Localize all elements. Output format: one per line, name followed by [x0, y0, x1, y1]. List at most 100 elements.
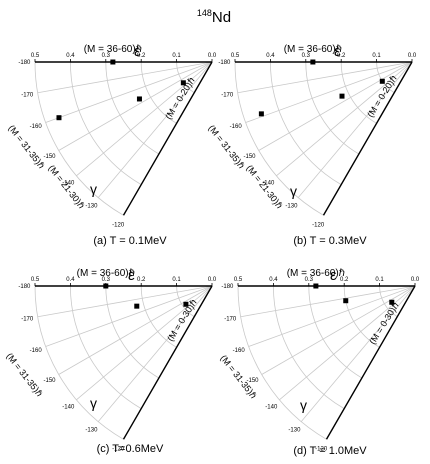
panel-0: 0.5 0.4 0.3 0.2 0.1 0.0 -180 -170 -160 -150 -140 -1…: [6, 43, 216, 247]
data-point: [343, 298, 349, 304]
epsilon-tick-label: 0.4: [66, 277, 75, 283]
figure-title: 148Nd: [197, 8, 231, 26]
epsilon-tick-label: 0.2: [340, 277, 349, 283]
data-point: [379, 78, 385, 84]
gamma-tick-label: -170: [224, 317, 237, 323]
epsilon-tick-label: 0.0: [208, 277, 217, 283]
gamma-axis: [322, 61, 413, 216]
gamma-tick-label: -150: [44, 154, 57, 160]
epsilon-symbol: ε: [134, 43, 141, 60]
grid-ray: [279, 285, 416, 401]
grid-ray: [237, 61, 413, 94]
epsilon-tick-label: 0.0: [411, 277, 420, 283]
gamma-tick-label: -120: [315, 446, 328, 452]
epsilon-tick-label: 0.1: [172, 277, 181, 283]
annotation-label: (M = 36-60)ℏ: [284, 44, 342, 55]
annotation-label: (M = 36-60)ℏ: [84, 44, 142, 55]
grid-ray: [300, 285, 416, 422]
gamma-tick-label: -170: [21, 317, 34, 323]
panel-caption: (a) T = 0.1MeV: [93, 235, 167, 247]
panel-caption: (d) T = 1.0MeV: [293, 445, 367, 457]
grid-ray: [248, 285, 416, 347]
gamma-tick-label: -120: [112, 446, 125, 452]
grid-ray: [97, 61, 213, 198]
gamma-symbol: γ: [290, 183, 297, 199]
data-point: [389, 299, 395, 305]
epsilon-tick-label: 0.3: [305, 277, 314, 283]
epsilon-tick-label: 0.3: [302, 53, 311, 59]
gamma-tick-label: -140: [262, 181, 275, 187]
gamma-symbol: γ: [90, 395, 97, 411]
annotation-label: (M = 31-35)ℏ: [6, 123, 46, 171]
gamma-symbol: γ: [300, 397, 307, 413]
epsilon-tick-label: 0.1: [372, 53, 381, 59]
epsilon-tick-label: 0.1: [172, 53, 181, 59]
annotation-label: (M = 21-30)ℏ: [46, 163, 86, 211]
annotation-label: (M = 36-60)ℏ: [287, 268, 345, 279]
panel-2: 0.5 0.4 0.3 0.2 0.1 0.0 -180 -170 -160 -150 -140 -1…: [4, 267, 216, 455]
title-superscript: 148: [197, 8, 212, 18]
epsilon-tick-label: 0.0: [208, 53, 217, 59]
epsilon-tick-label: 0.2: [337, 53, 346, 59]
epsilon-tick-label: 0.5: [231, 53, 240, 59]
annotation-label: (M = 36-60)ℏ: [77, 268, 135, 279]
grid-ray: [37, 61, 213, 94]
data-point: [339, 93, 345, 99]
data-point: [134, 303, 140, 309]
panel-caption: (b) T = 0.3MeV: [293, 235, 367, 247]
gamma-tick-label: -160: [30, 124, 43, 130]
gamma-tick-label: -120: [312, 222, 325, 228]
epsilon-tick-label: 0.5: [31, 53, 40, 59]
gamma-tick-label: -180: [18, 60, 31, 66]
data-point: [136, 96, 142, 102]
gamma-tick-label: -150: [244, 154, 257, 160]
grid-ray: [58, 285, 213, 375]
epsilon-tick-label: 0.5: [234, 277, 243, 283]
data-point: [313, 283, 319, 289]
gamma-axis: [122, 285, 213, 440]
grid-ray: [245, 61, 413, 123]
grid-ray: [297, 61, 413, 198]
gamma-tick-label: -180: [18, 284, 31, 290]
gamma-tick-label: -160: [230, 124, 243, 130]
gamma-tick-label: -180: [218, 60, 231, 66]
data-point: [110, 59, 116, 65]
epsilon-tick-label: 0.4: [269, 277, 278, 283]
grid-ray: [258, 61, 413, 151]
grid-ray: [276, 61, 413, 177]
annotation-label: (M = 0-30)ℏ: [165, 297, 199, 343]
gamma-tick-label: -130: [285, 204, 298, 210]
grid-ray: [58, 61, 213, 151]
epsilon-tick-label: 0.1: [375, 277, 384, 283]
annotation-label: (M = 21-30)ℏ: [244, 163, 284, 211]
panel-1: 0.5 0.4 0.3 0.2 0.1 0.0-180-170-160-150-140-1…: [206, 43, 416, 247]
epsilon-tick-label: 0.0: [408, 53, 417, 59]
data-point: [258, 111, 264, 117]
epsilon-tick-label: 0.2: [137, 277, 146, 283]
annotation-label: (M = 0-20)ℏ: [163, 75, 197, 121]
gamma-tick-label: -150: [44, 378, 57, 384]
epsilon-tick-label: 0.3: [102, 53, 111, 59]
grid-ray: [97, 285, 213, 422]
grid-ray: [45, 285, 213, 347]
epsilon-symbol: ε: [334, 43, 341, 60]
title-main: Nd: [212, 9, 231, 26]
panel-3: 0.5 0.4 0.3 0.2 0.1 0.0 -180 -170 -160 -150 -140 -1…: [218, 267, 419, 457]
grid-ray: [76, 61, 213, 177]
epsilon-tick-label: 0.5: [31, 277, 40, 283]
gamma-symbol: γ: [90, 181, 97, 197]
gamma-tick-label: -140: [265, 405, 278, 411]
annotation-label: (M = 31-35)ℏ: [4, 351, 44, 399]
grid-ray: [240, 285, 416, 318]
epsilon-symbol: ε: [128, 267, 135, 284]
gamma-tick-label: -170: [221, 93, 234, 99]
grid-ray: [76, 285, 213, 401]
gamma-axis: [122, 61, 213, 216]
grid-ray: [37, 285, 213, 318]
gamma-tick-label: -130: [85, 428, 98, 434]
epsilon-tick-label: 0.2: [137, 53, 146, 59]
data-point: [180, 80, 186, 86]
gamma-tick-label: -170: [21, 93, 34, 99]
gamma-tick-label: -130: [288, 428, 301, 434]
